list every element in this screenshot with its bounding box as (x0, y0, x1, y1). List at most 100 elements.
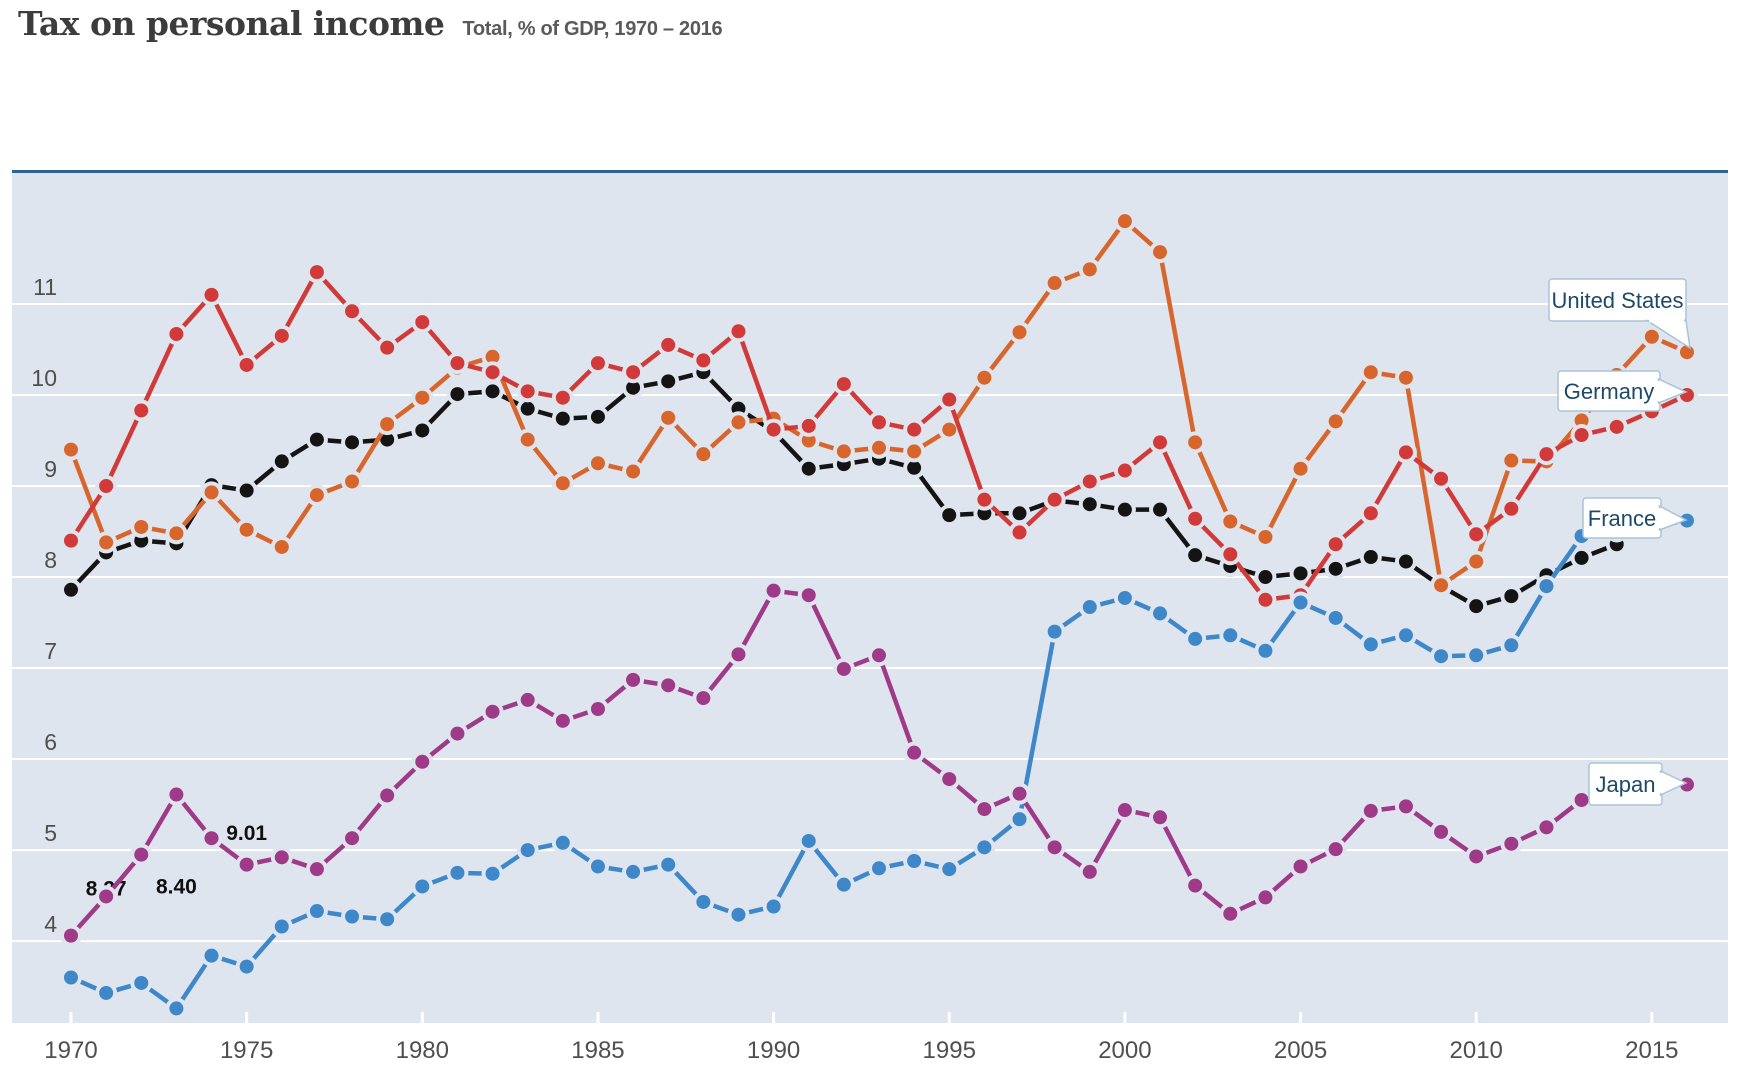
data-point-france-2012[interactable] (1539, 579, 1554, 594)
data-point-japan-1995[interactable] (942, 772, 957, 787)
data-point-germany-1980[interactable] (415, 315, 430, 330)
data-point-germany-2003[interactable] (1223, 547, 1238, 562)
data-point-germany-2007[interactable] (1363, 506, 1378, 521)
data-point-united-states-2001[interactable] (1153, 245, 1168, 260)
data-point-united-states-1970[interactable] (64, 442, 78, 457)
data-point-united-states-1988[interactable] (696, 447, 711, 462)
data-point-france-1995[interactable] (942, 862, 957, 877)
data-point-germany-1995[interactable] (942, 392, 957, 407)
data-point-germany-1975[interactable] (239, 357, 254, 372)
data-point-germany-1991[interactable] (801, 418, 816, 433)
data-point-france-1985[interactable] (590, 859, 605, 874)
data-point-france-2002[interactable] (1188, 631, 1203, 646)
data-point-france-1986[interactable] (626, 864, 641, 879)
series-callout-united-states[interactable]: United States (1548, 278, 1691, 350)
data-point-united-states-1978[interactable] (345, 474, 360, 489)
data-point-germany-1970[interactable] (64, 533, 78, 548)
data-point-france-1987[interactable] (661, 857, 676, 872)
data-point-france-1997[interactable] (1012, 812, 1027, 827)
data-point-japan-1986[interactable] (626, 672, 641, 687)
series-callout-germany[interactable]: Germany (1557, 370, 1688, 412)
data-point-japan-1991[interactable] (801, 588, 816, 603)
data-point-germany-1993[interactable] (871, 415, 886, 430)
data-point-japan-1979[interactable] (380, 788, 395, 803)
data-point-france-1996[interactable] (977, 840, 992, 855)
data-point-germany-2001[interactable] (1153, 435, 1168, 450)
data-point-united-states-2008[interactable] (1398, 370, 1413, 385)
data-point-france-2005[interactable] (1293, 595, 1308, 610)
data-point-unlabeled-black-1995[interactable] (942, 508, 957, 523)
data-point-france-1972[interactable] (134, 975, 149, 990)
data-point-unlabeled-black-1977[interactable] (309, 432, 324, 447)
data-point-france-1994[interactable] (907, 853, 922, 868)
data-point-united-states-1976[interactable] (274, 539, 289, 554)
data-point-japan-1994[interactable] (907, 745, 922, 760)
data-point-france-1970[interactable] (64, 970, 78, 985)
data-point-japan-1984[interactable] (555, 713, 570, 728)
data-point-france-2010[interactable] (1469, 648, 1484, 663)
data-point-france-1990[interactable] (766, 899, 781, 914)
data-point-unlabeled-black-1978[interactable] (345, 435, 360, 450)
data-point-united-states-1993[interactable] (871, 440, 886, 455)
data-point-germany-2010[interactable] (1469, 527, 1484, 542)
data-point-france-1988[interactable] (696, 894, 711, 909)
data-point-unlabeled-black-2007[interactable] (1363, 549, 1378, 564)
data-point-unlabeled-black-1986[interactable] (626, 380, 641, 395)
data-point-japan-1989[interactable] (731, 647, 746, 662)
data-point-united-states-1989[interactable] (731, 415, 746, 430)
data-point-japan-1993[interactable] (871, 648, 886, 663)
data-point-japan-1983[interactable] (520, 692, 535, 707)
data-point-united-states-1987[interactable] (661, 410, 676, 425)
data-point-japan-2003[interactable] (1223, 906, 1238, 921)
data-point-germany-2000[interactable] (1117, 463, 1132, 478)
data-point-germany-2012[interactable] (1539, 447, 1554, 462)
data-point-germany-1985[interactable] (590, 356, 605, 371)
data-point-japan-2013[interactable] (1574, 793, 1589, 808)
data-point-germany-2004[interactable] (1258, 592, 1273, 607)
data-point-germany-2002[interactable] (1188, 511, 1203, 526)
data-point-japan-2004[interactable] (1258, 890, 1273, 905)
data-point-unlabeled-black-2011[interactable] (1504, 589, 1519, 604)
data-point-germany-1974[interactable] (204, 287, 219, 302)
series-callout-france[interactable]: France (1582, 497, 1688, 539)
data-point-germany-1988[interactable] (696, 353, 711, 368)
data-point-japan-2000[interactable] (1117, 803, 1132, 818)
data-point-unlabeled-black-1985[interactable] (590, 409, 605, 424)
data-point-japan-1977[interactable] (309, 862, 324, 877)
data-point-unlabeled-black-1970[interactable] (64, 582, 78, 597)
data-point-germany-1971[interactable] (99, 479, 114, 494)
data-point-united-states-2015[interactable] (1644, 329, 1659, 344)
data-point-unlabeled-black-2002[interactable] (1188, 548, 1203, 563)
data-point-unlabeled-black-2006[interactable] (1328, 561, 1343, 576)
data-point-unlabeled-black-2008[interactable] (1398, 554, 1413, 569)
data-point-united-states-2007[interactable] (1363, 365, 1378, 380)
data-point-unlabeled-black-1981[interactable] (450, 387, 465, 402)
data-point-germany-1989[interactable] (731, 324, 746, 339)
data-point-france-2000[interactable] (1117, 590, 1132, 605)
data-point-japan-1999[interactable] (1082, 864, 1097, 879)
data-point-france-2007[interactable] (1363, 637, 1378, 652)
data-point-japan-1988[interactable] (696, 691, 711, 706)
data-point-united-states-1995[interactable] (942, 422, 957, 437)
data-point-unlabeled-black-1976[interactable] (274, 454, 289, 469)
data-point-japan-1982[interactable] (485, 704, 500, 719)
data-point-france-1983[interactable] (520, 843, 535, 858)
data-point-japan-2006[interactable] (1328, 842, 1343, 857)
data-point-japan-1997[interactable] (1012, 786, 1027, 801)
data-point-france-1982[interactable] (485, 866, 500, 881)
data-point-germany-1977[interactable] (309, 265, 324, 280)
data-point-japan-1971[interactable] (99, 889, 114, 904)
data-point-united-states-1997[interactable] (1012, 325, 1027, 340)
data-point-united-states-1996[interactable] (977, 370, 992, 385)
data-point-france-1974[interactable] (204, 948, 219, 963)
data-point-japan-2009[interactable] (1434, 824, 1449, 839)
data-point-france-1998[interactable] (1047, 624, 1062, 639)
data-point-france-2003[interactable] (1223, 628, 1238, 643)
data-point-france-2011[interactable] (1504, 638, 1519, 653)
data-point-germany-1990[interactable] (766, 422, 781, 437)
data-point-germany-1979[interactable] (380, 340, 395, 355)
data-point-unlabeled-black-1999[interactable] (1082, 497, 1097, 512)
data-point-united-states-1975[interactable] (239, 522, 254, 537)
data-point-united-states-2003[interactable] (1223, 514, 1238, 529)
data-point-germany-1982[interactable] (485, 365, 500, 380)
